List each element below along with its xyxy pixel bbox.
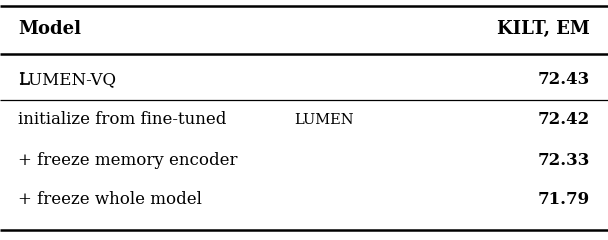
Text: 72.33: 72.33 xyxy=(537,152,590,169)
Text: LUMEN-VQ: LUMEN-VQ xyxy=(18,71,116,88)
Text: L: L xyxy=(18,71,29,88)
Text: Model: Model xyxy=(18,20,81,38)
Text: KILT, EM: KILT, EM xyxy=(497,20,590,38)
Text: 72.43: 72.43 xyxy=(537,71,590,88)
Text: + freeze memory encoder: + freeze memory encoder xyxy=(18,152,238,169)
Text: LUMEN: LUMEN xyxy=(294,113,353,127)
Text: + freeze whole model: + freeze whole model xyxy=(18,191,202,208)
Text: 72.42: 72.42 xyxy=(537,112,590,128)
Text: 71.79: 71.79 xyxy=(537,191,590,208)
Text: initialize from fine-tuned: initialize from fine-tuned xyxy=(18,112,232,128)
